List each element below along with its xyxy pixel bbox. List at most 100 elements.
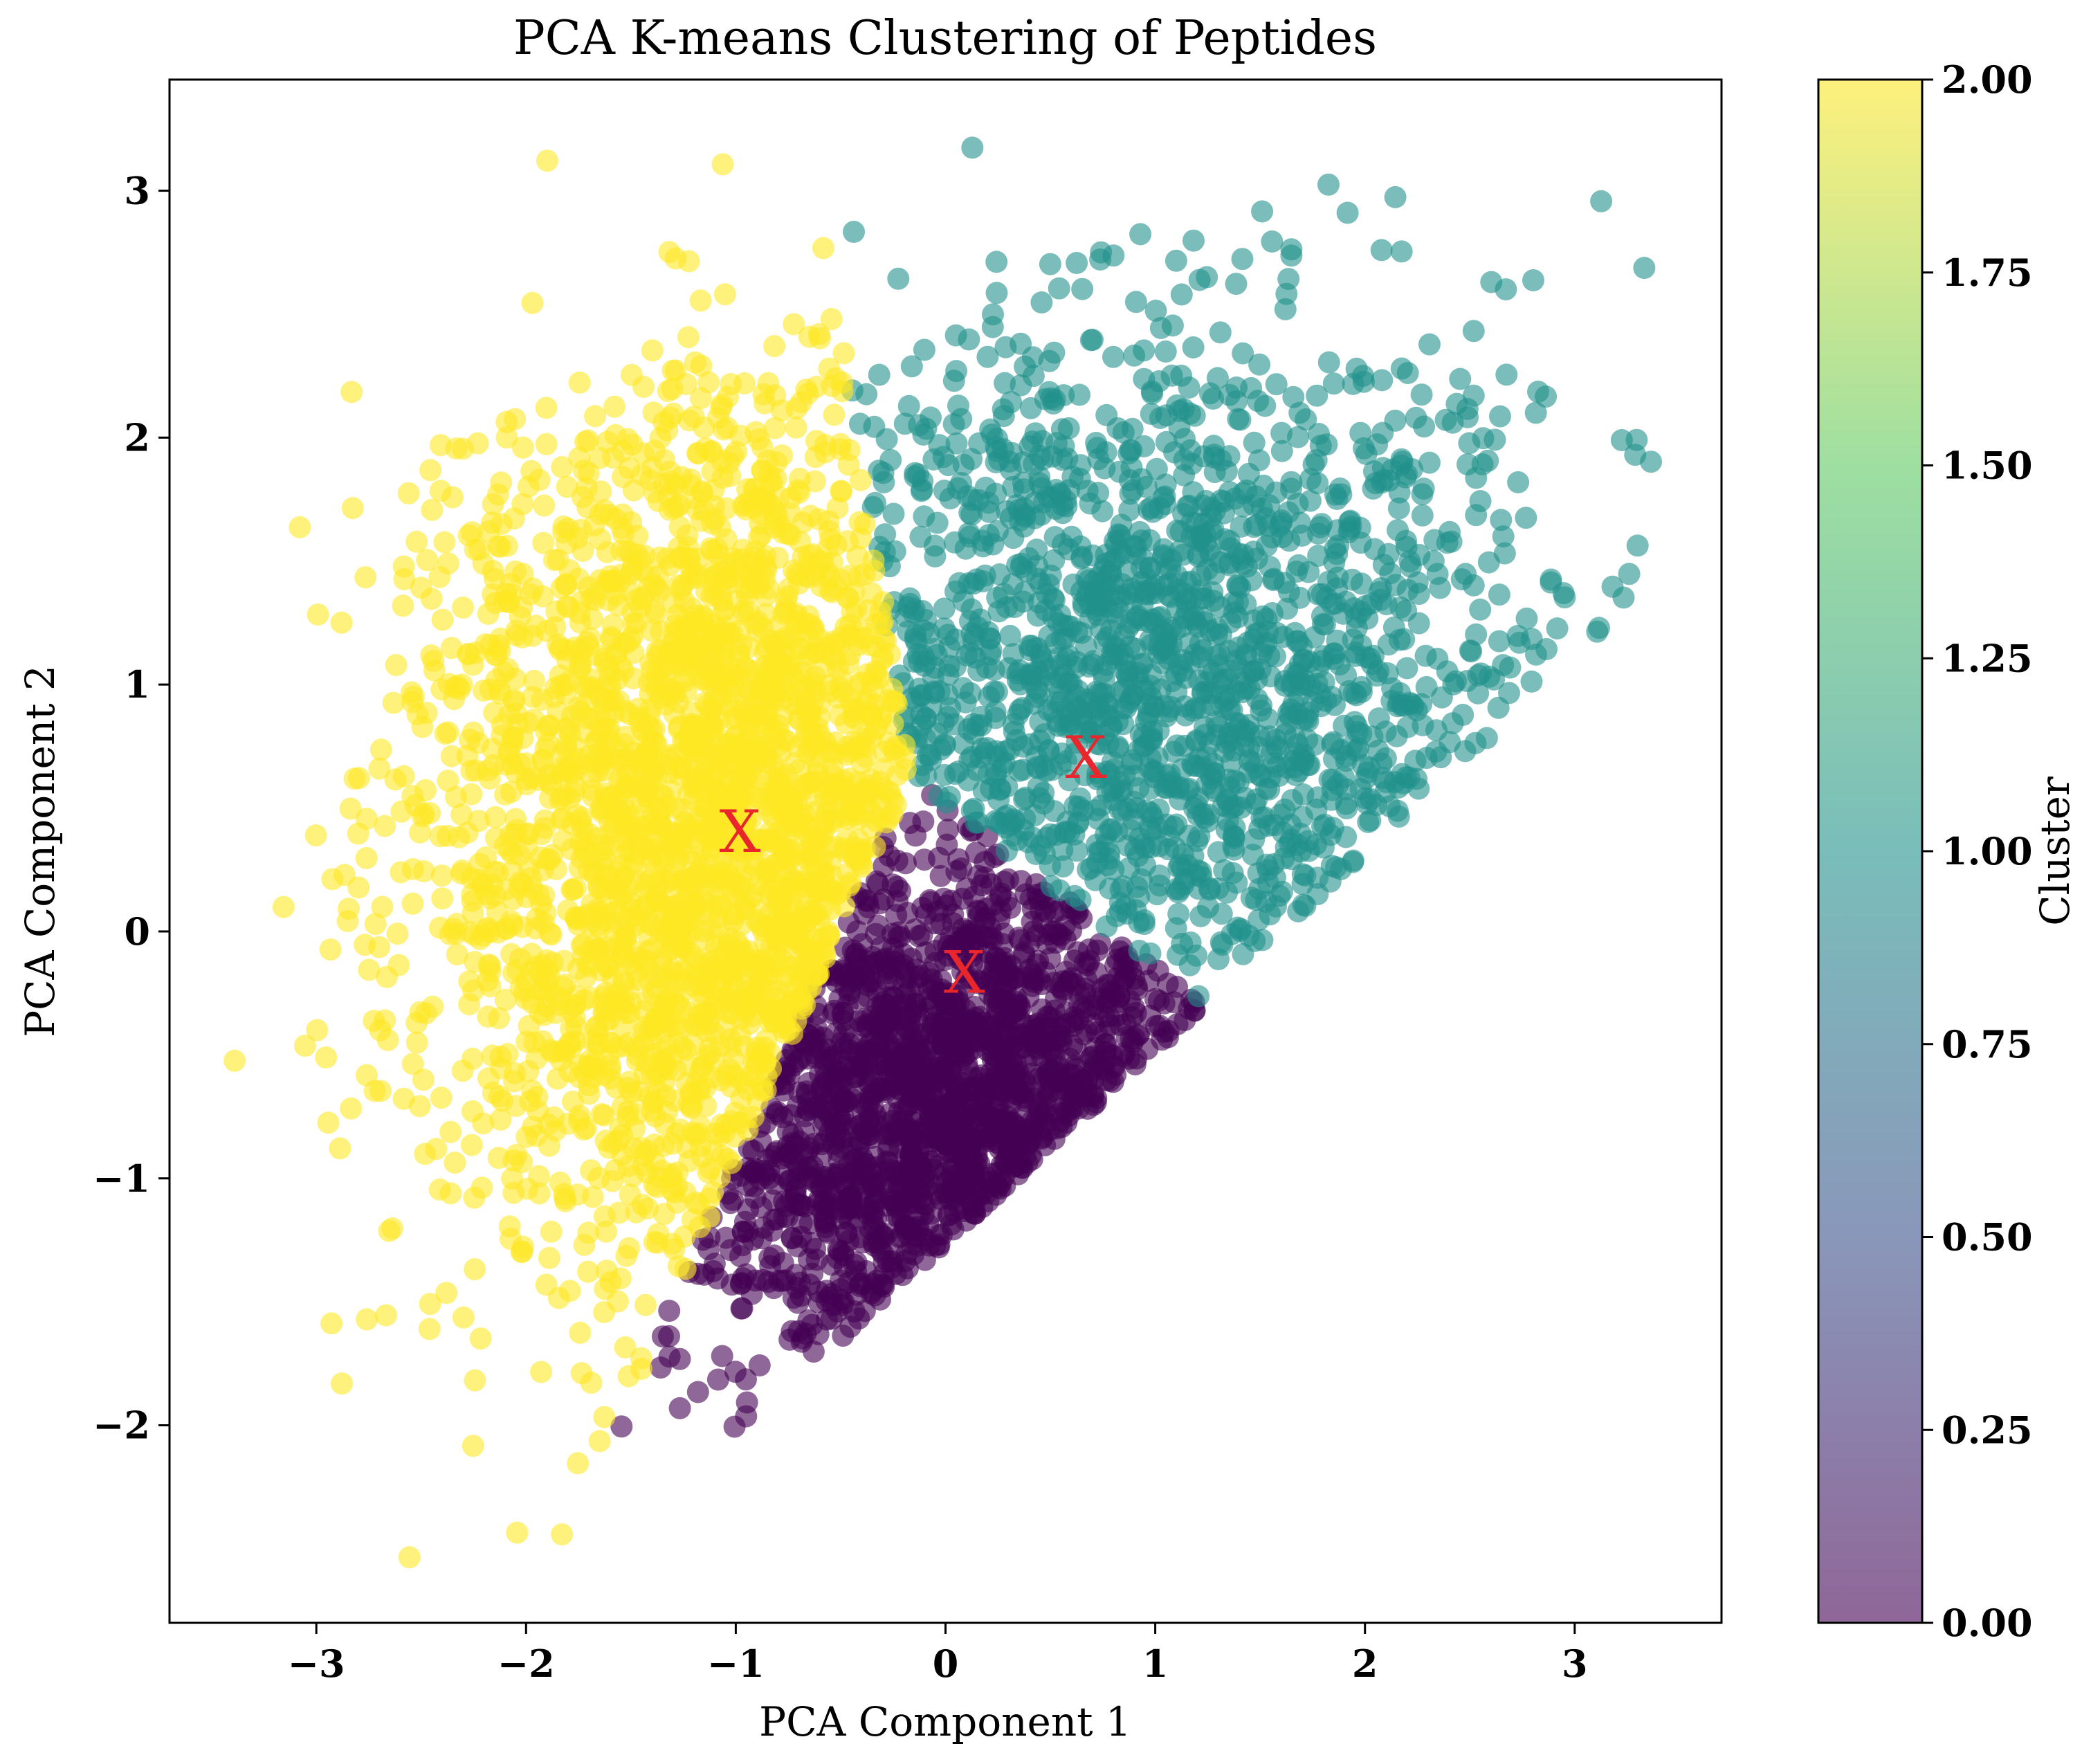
scatter-point xyxy=(1230,409,1252,431)
scatter-point xyxy=(853,903,875,925)
scatter-point xyxy=(1182,230,1205,252)
scatter-point xyxy=(1225,390,1248,412)
scatter-point xyxy=(839,565,861,587)
scatter-point xyxy=(899,593,921,615)
scatter-point xyxy=(471,1176,493,1199)
scatter-point xyxy=(315,1046,337,1069)
scatter-point xyxy=(986,681,1008,703)
scatter-point xyxy=(1082,545,1104,567)
scatter-point xyxy=(1165,250,1187,272)
scatter-point xyxy=(1279,705,1301,727)
scatter-point xyxy=(1360,788,1382,810)
scatter-point xyxy=(461,1134,483,1156)
scatter-point xyxy=(1351,572,1373,594)
scatter-point xyxy=(921,1014,943,1036)
scatter-point xyxy=(1019,888,1041,910)
scatter-point xyxy=(1271,526,1293,548)
scatter-point xyxy=(375,1304,397,1327)
scatter-point xyxy=(963,1196,985,1218)
scatter-point xyxy=(1122,418,1144,440)
scatter-point xyxy=(1250,700,1272,722)
scatter-point xyxy=(1525,402,1547,424)
scatter-point xyxy=(1045,498,1067,520)
scatter-point xyxy=(615,1245,637,1267)
scatter-point xyxy=(1521,671,1543,693)
scatter-point xyxy=(522,686,544,708)
scatter-point xyxy=(1498,682,1520,704)
scatter-point xyxy=(1242,844,1264,866)
scatter-point xyxy=(1232,248,1254,270)
scatter-point xyxy=(1459,639,1481,662)
scatter-point xyxy=(1043,800,1066,822)
scatter-point xyxy=(873,1226,895,1248)
scatter-point xyxy=(1385,410,1407,432)
scatter-point xyxy=(1307,522,1329,545)
scatter-point xyxy=(715,1227,737,1249)
scatter-point xyxy=(581,1372,603,1394)
scatter-point xyxy=(444,1152,466,1174)
scatter-point xyxy=(318,1111,340,1134)
scatter-point xyxy=(1006,829,1028,851)
scatter-point xyxy=(1238,463,1260,485)
scatter-point xyxy=(1181,453,1203,475)
scatter-point xyxy=(1014,1070,1036,1092)
scatter-point xyxy=(1317,174,1340,196)
scatter-point xyxy=(589,1430,611,1452)
scatter-point xyxy=(1319,769,1341,791)
scatter-point xyxy=(1202,388,1224,410)
scatter-point xyxy=(1418,334,1441,356)
scatter-point xyxy=(923,638,945,660)
scatter-point xyxy=(1371,239,1393,261)
scatter-point xyxy=(1209,321,1232,343)
scatter-point xyxy=(1323,552,1345,574)
scatter-point xyxy=(525,1125,547,1147)
scatter-point xyxy=(1027,605,1049,627)
scatter-point xyxy=(1171,758,1194,781)
scatter-point xyxy=(1091,500,1113,522)
scatter-point xyxy=(961,489,983,511)
scatter-point xyxy=(559,1280,581,1302)
scatter-point xyxy=(1185,945,1207,967)
scatter-point xyxy=(1200,764,1222,786)
scatter-point xyxy=(1123,791,1145,813)
scatter-point xyxy=(947,394,969,417)
scatter-point xyxy=(882,873,904,895)
scatter-point xyxy=(370,738,392,761)
scatter-point xyxy=(904,918,926,940)
scatter-point xyxy=(1388,806,1410,828)
scatter-point xyxy=(1275,298,1297,320)
scatter-point xyxy=(289,516,311,538)
scatter-point xyxy=(969,1102,992,1125)
scatter-point xyxy=(1326,488,1348,510)
scatter-point xyxy=(687,1381,709,1403)
scatter-point xyxy=(985,436,1007,458)
scatter-point xyxy=(918,988,940,1010)
scatter-point xyxy=(1328,653,1351,675)
scatter-point xyxy=(1412,504,1434,527)
scatter-point xyxy=(985,1174,1007,1196)
scatter-point xyxy=(874,523,896,545)
scatter-point xyxy=(868,364,891,386)
scatter-point xyxy=(928,847,950,869)
scatter-point xyxy=(829,1113,851,1136)
scatter-point xyxy=(1048,880,1070,902)
scatter-point xyxy=(1299,490,1322,512)
scatter-point xyxy=(1165,681,1187,703)
scatter-point xyxy=(1391,240,1413,262)
scatter-point xyxy=(922,448,944,471)
scatter-point xyxy=(1386,725,1408,747)
scatter-point xyxy=(669,1397,691,1419)
scatter-point xyxy=(1134,855,1156,877)
scatter-point xyxy=(854,1300,876,1322)
scatter-point xyxy=(852,1163,875,1185)
scatter-point xyxy=(1003,967,1025,990)
scatter-point xyxy=(1465,504,1487,526)
scatter-point xyxy=(1088,566,1110,588)
scatter-point xyxy=(1527,381,1549,403)
scatter-point xyxy=(431,887,453,909)
scatter-point xyxy=(1005,1155,1027,1177)
scatter-point xyxy=(1441,531,1463,553)
scatter-point xyxy=(1330,858,1352,880)
scatter-point xyxy=(1405,407,1427,429)
